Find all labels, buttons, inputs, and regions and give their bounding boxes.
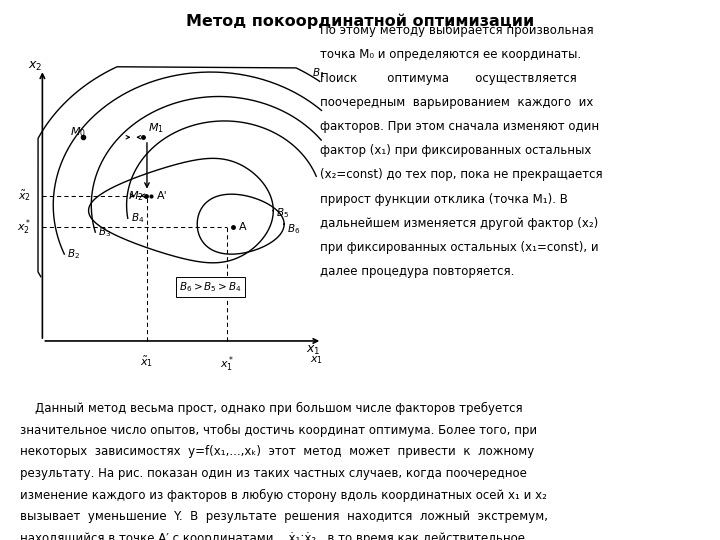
- Text: $B_2$: $B_2$: [67, 247, 80, 261]
- Text: изменение каждого из факторов в любую сторону вдоль координатных осей x₁ и x₂: изменение каждого из факторов в любую ст…: [20, 489, 547, 502]
- Text: $M_2$: $M_2$: [128, 189, 144, 202]
- Text: находящийся в точке A′ с координатами    ẋ₁;ẋ₂ , в то время как действительное: находящийся в точке A′ с координатами ẋ₁…: [20, 532, 525, 540]
- Text: Поиск        оптимума       осуществляется: Поиск оптимума осуществляется: [320, 72, 577, 85]
- Text: факторов. При этом сначала изменяют один: факторов. При этом сначала изменяют один: [320, 120, 600, 133]
- Text: (x₂=const) до тех пор, пока не прекращается: (x₂=const) до тех пор, пока не прекращае…: [320, 168, 603, 181]
- Text: $B_4$: $B_4$: [130, 212, 144, 225]
- Text: $B_1$: $B_1$: [312, 66, 325, 80]
- Text: $M_0$: $M_0$: [70, 125, 86, 139]
- Text: Данный метод весьма прост, однако при большом числе факторов требуется: Данный метод весьма прост, однако при бо…: [20, 402, 523, 415]
- Text: далее процедура повторяется.: далее процедура повторяется.: [320, 265, 515, 278]
- Text: $\tilde{x}_2$: $\tilde{x}_2$: [19, 188, 32, 203]
- Text: $B_3$: $B_3$: [98, 225, 111, 239]
- Text: A': A': [156, 191, 167, 201]
- Text: Метод покоординатной оптимизации: Метод покоординатной оптимизации: [186, 14, 534, 29]
- Text: вызывает  уменьшение  Y.  В  результате  решения  находится  ложный  экстремум,: вызывает уменьшение Y. В результате реше…: [20, 510, 548, 523]
- Text: результату. На рис. показан один из таких частных случаев, когда поочередное: результату. На рис. показан один из таки…: [20, 467, 527, 480]
- Text: точка М₀ и определяются ее координаты.: точка М₀ и определяются ее координаты.: [320, 49, 582, 62]
- Text: $x_1^*$: $x_1^*$: [220, 355, 234, 374]
- Text: дальнейшем изменяется другой фактор (x₂): дальнейшем изменяется другой фактор (x₂): [320, 217, 598, 230]
- Text: $B_6$: $B_6$: [287, 222, 300, 237]
- Text: некоторых  зависимостях  y=f(x₁,...,xₖ)  этот  метод  может  привести  к  ложном: некоторых зависимостях y=f(x₁,...,xₖ) эт…: [20, 446, 534, 458]
- Text: при фиксированных остальных (x₁=const), и: при фиксированных остальных (x₁=const), …: [320, 241, 599, 254]
- Text: значительное число опытов, чтобы достичь координат оптимума. Более того, при: значительное число опытов, чтобы достичь…: [20, 424, 537, 437]
- Text: $B_5$: $B_5$: [276, 206, 289, 220]
- Text: фактор (x₁) при фиксированных остальных: фактор (x₁) при фиксированных остальных: [320, 145, 592, 158]
- Text: $B_6>B_5>B_4$: $B_6>B_5>B_4$: [179, 280, 242, 294]
- Text: $x_2$: $x_2$: [28, 60, 42, 73]
- Text: По этому методу выбирается произвольная: По этому методу выбирается произвольная: [320, 24, 594, 37]
- Text: $x_1$: $x_1$: [310, 355, 323, 366]
- Text: поочередным  варьированием  каждого  их: поочередным варьированием каждого их: [320, 97, 594, 110]
- Text: $x_2^*$: $x_2^*$: [17, 217, 32, 237]
- Text: $\tilde{x}_1$: $\tilde{x}_1$: [140, 355, 153, 369]
- Text: $x_1$: $x_1$: [306, 344, 321, 357]
- Text: прирост функции отклика (точка М₁). В: прирост функции отклика (точка М₁). В: [320, 193, 568, 206]
- Text: A: A: [239, 222, 247, 232]
- Text: $M_1$: $M_1$: [148, 121, 164, 134]
